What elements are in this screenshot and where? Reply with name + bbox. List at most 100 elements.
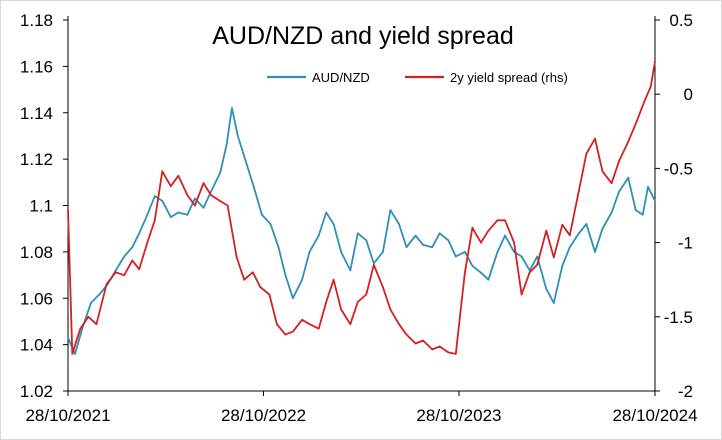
right-y-tick-label: -1 [678,234,693,253]
data-point-yield-spread [654,60,656,63]
data-point-aud-nzd [431,246,434,249]
right-y-tick-label: -1.5 [664,308,693,327]
data-point-yield-spread [649,85,652,88]
left-y-tick-label: 1.14 [20,104,53,123]
data-point-aud-nzd [219,172,222,174]
data-point-yield-spread [317,327,320,330]
chart-title: AUD/NZD and yield spread [212,22,514,50]
data-point-aud-nzd [308,251,311,253]
data-point-yield-spread [210,194,212,197]
data-point-aud-nzd [332,223,335,225]
axes: 1.18 1.16 1.14 1.12 1.1 1.08 1.06 1.04 1.02 0.5 0 -… [20,11,698,425]
left-y-tick-label: 1.12 [20,150,53,169]
data-point-aud-nzd [561,264,564,267]
data-point-yield-spread [356,301,359,303]
data-point-yield-spread [67,209,69,211]
left-y-tick-label: 1.08 [20,243,53,262]
data-point-yield-spread [594,137,596,140]
data-point-yield-spread [114,271,117,274]
data-point-aud-nzd [447,239,450,242]
data-point-aud-nzd [269,223,272,225]
data-point-yield-spread [454,353,457,355]
data-point-aud-nzd [618,190,620,193]
data-point-aud-nzd [317,234,320,237]
data-point-yield-spread [71,353,74,355]
data-point-aud-nzd [325,211,328,214]
data-point-aud-nzd [654,200,656,202]
data-point-aud-nzd [365,239,368,242]
data-point-aud-nzd [520,255,523,258]
left-y-tick-label: 1.1 [29,197,53,216]
data-point-aud-nzd [202,206,205,209]
data-point-yield-spread [332,278,335,281]
data-point-yield-spread [169,185,172,188]
data-point-yield-spread [243,278,246,281]
data-point-yield-spread [496,219,499,222]
data-point-aud-nzd [186,213,189,216]
data-point-aud-nzd [578,232,580,235]
left-y-tick-label: 1.06 [20,289,53,308]
data-point-yield-spread [552,256,555,259]
data-point-aud-nzd [647,186,649,188]
data-point-yield-spread [226,204,229,207]
data-point-aud-nzd [552,302,555,304]
legend-label-aud-nzd: AUD/NZD [312,70,370,85]
data-point-yield-spread [365,293,368,296]
data-point-yield-spread [153,219,156,222]
data-point-yield-spread [405,333,408,336]
data-point-aud-nzd [487,278,490,281]
data-point-yield-spread [618,160,620,162]
legend-label-yield-spread: 2y yield spread (rhs) [450,70,568,85]
left-y-tick-label: 1.02 [20,382,53,401]
data-point-aud-nzd [244,160,247,163]
data-point-yield-spread [487,229,490,232]
data-point-yield-spread [349,323,352,326]
data-point-aud-nzd [356,232,359,235]
data-point-yield-spread [202,182,205,185]
data-point-aud-nzd [138,232,141,235]
data-point-yield-spread [177,174,180,177]
data-point-aud-nzd [585,223,588,225]
data-point-yield-spread [464,271,466,274]
data-point-aud-nzd [382,251,384,253]
left-y-tick-label: 1.04 [20,336,53,355]
data-point-yield-spread [79,327,82,330]
data-point-aud-nzd [231,107,233,109]
data-point-yield-spread [235,256,238,259]
data-point-aud-nzd [67,336,69,339]
data-point-yield-spread [585,152,588,155]
data-point-yield-spread [480,241,482,244]
data-point-aud-nzd [99,292,101,295]
data-point-yield-spread [276,323,278,326]
data-point-aud-nzd [153,195,156,198]
legend: AUD/NZD 2y yield spread (rhs) [267,70,568,85]
data-point-yield-spread [219,200,222,202]
data-point-aud-nzd [464,251,466,253]
data-point-yield-spread [643,100,646,103]
data-point-aud-nzd [225,144,228,147]
x-tick-label: 28/10/2024 [612,406,697,425]
data-point-yield-spread [601,170,604,173]
data-point-yield-spread [194,204,196,207]
data-point-aud-nzd [634,209,637,212]
data-point-aud-nzd [414,234,417,237]
data-point-yield-spread [422,339,424,342]
data-point-aud-nzd [301,278,303,281]
data-point-yield-spread [471,226,474,229]
data-point-aud-nzd [372,262,375,265]
data-point-aud-nzd [568,246,571,249]
data-point-yield-spread [447,351,450,354]
series-lines [67,60,656,355]
data-point-aud-nzd [398,223,400,225]
data-point-yield-spread [634,123,637,125]
data-point-yield-spread [561,223,564,226]
data-point-yield-spread [87,315,90,318]
data-point-yield-spread [161,170,164,173]
data-point-yield-spread [372,264,375,266]
data-point-aud-nzd [194,197,196,200]
data-point-aud-nzd [641,213,644,216]
data-point-yield-spread [513,241,515,244]
data-point-aud-nzd [438,232,441,235]
data-point-aud-nzd [349,269,352,272]
